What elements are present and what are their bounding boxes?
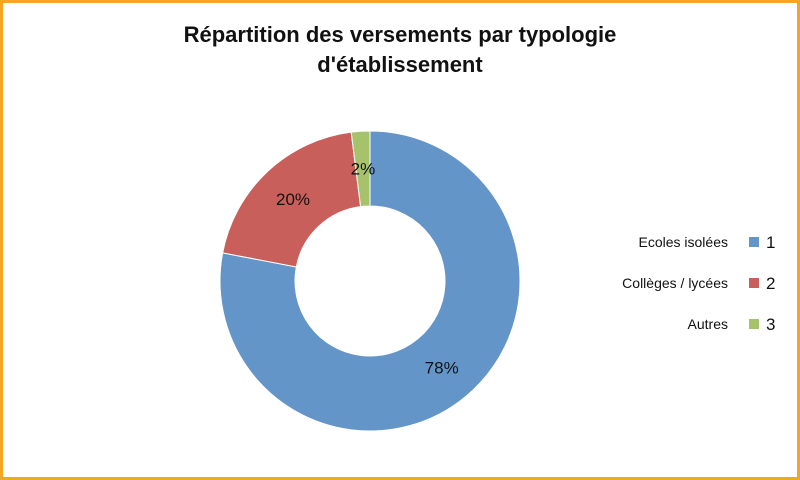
legend-swatch-2: [749, 278, 759, 288]
legend-key-3: 3: [766, 315, 775, 334]
donut-slice-3: [350, 130, 371, 208]
legend-label-2: Collèges / lycées: [622, 275, 728, 291]
legend-key-2: 2: [766, 274, 775, 293]
legend-key-1: 1: [766, 233, 775, 252]
donut-slice-2: [222, 131, 362, 268]
data-label-1: 78%: [425, 359, 459, 378]
data-label-2: 20%: [276, 190, 310, 209]
legend-swatch-1: [749, 237, 759, 247]
chart-title: Répartition des versements par typologie…: [0, 20, 800, 80]
chart-title-line-1: Répartition des versements par typologie: [183, 22, 617, 47]
legend-label-3: Autres: [688, 316, 728, 332]
legend-label-1: Ecoles isolées: [639, 234, 729, 250]
legend-swatch-3: [749, 319, 759, 329]
chart-title-line-2: d'établissement: [317, 52, 483, 77]
donut-slice-1: [219, 130, 521, 432]
data-label-3: 2%: [351, 160, 376, 179]
